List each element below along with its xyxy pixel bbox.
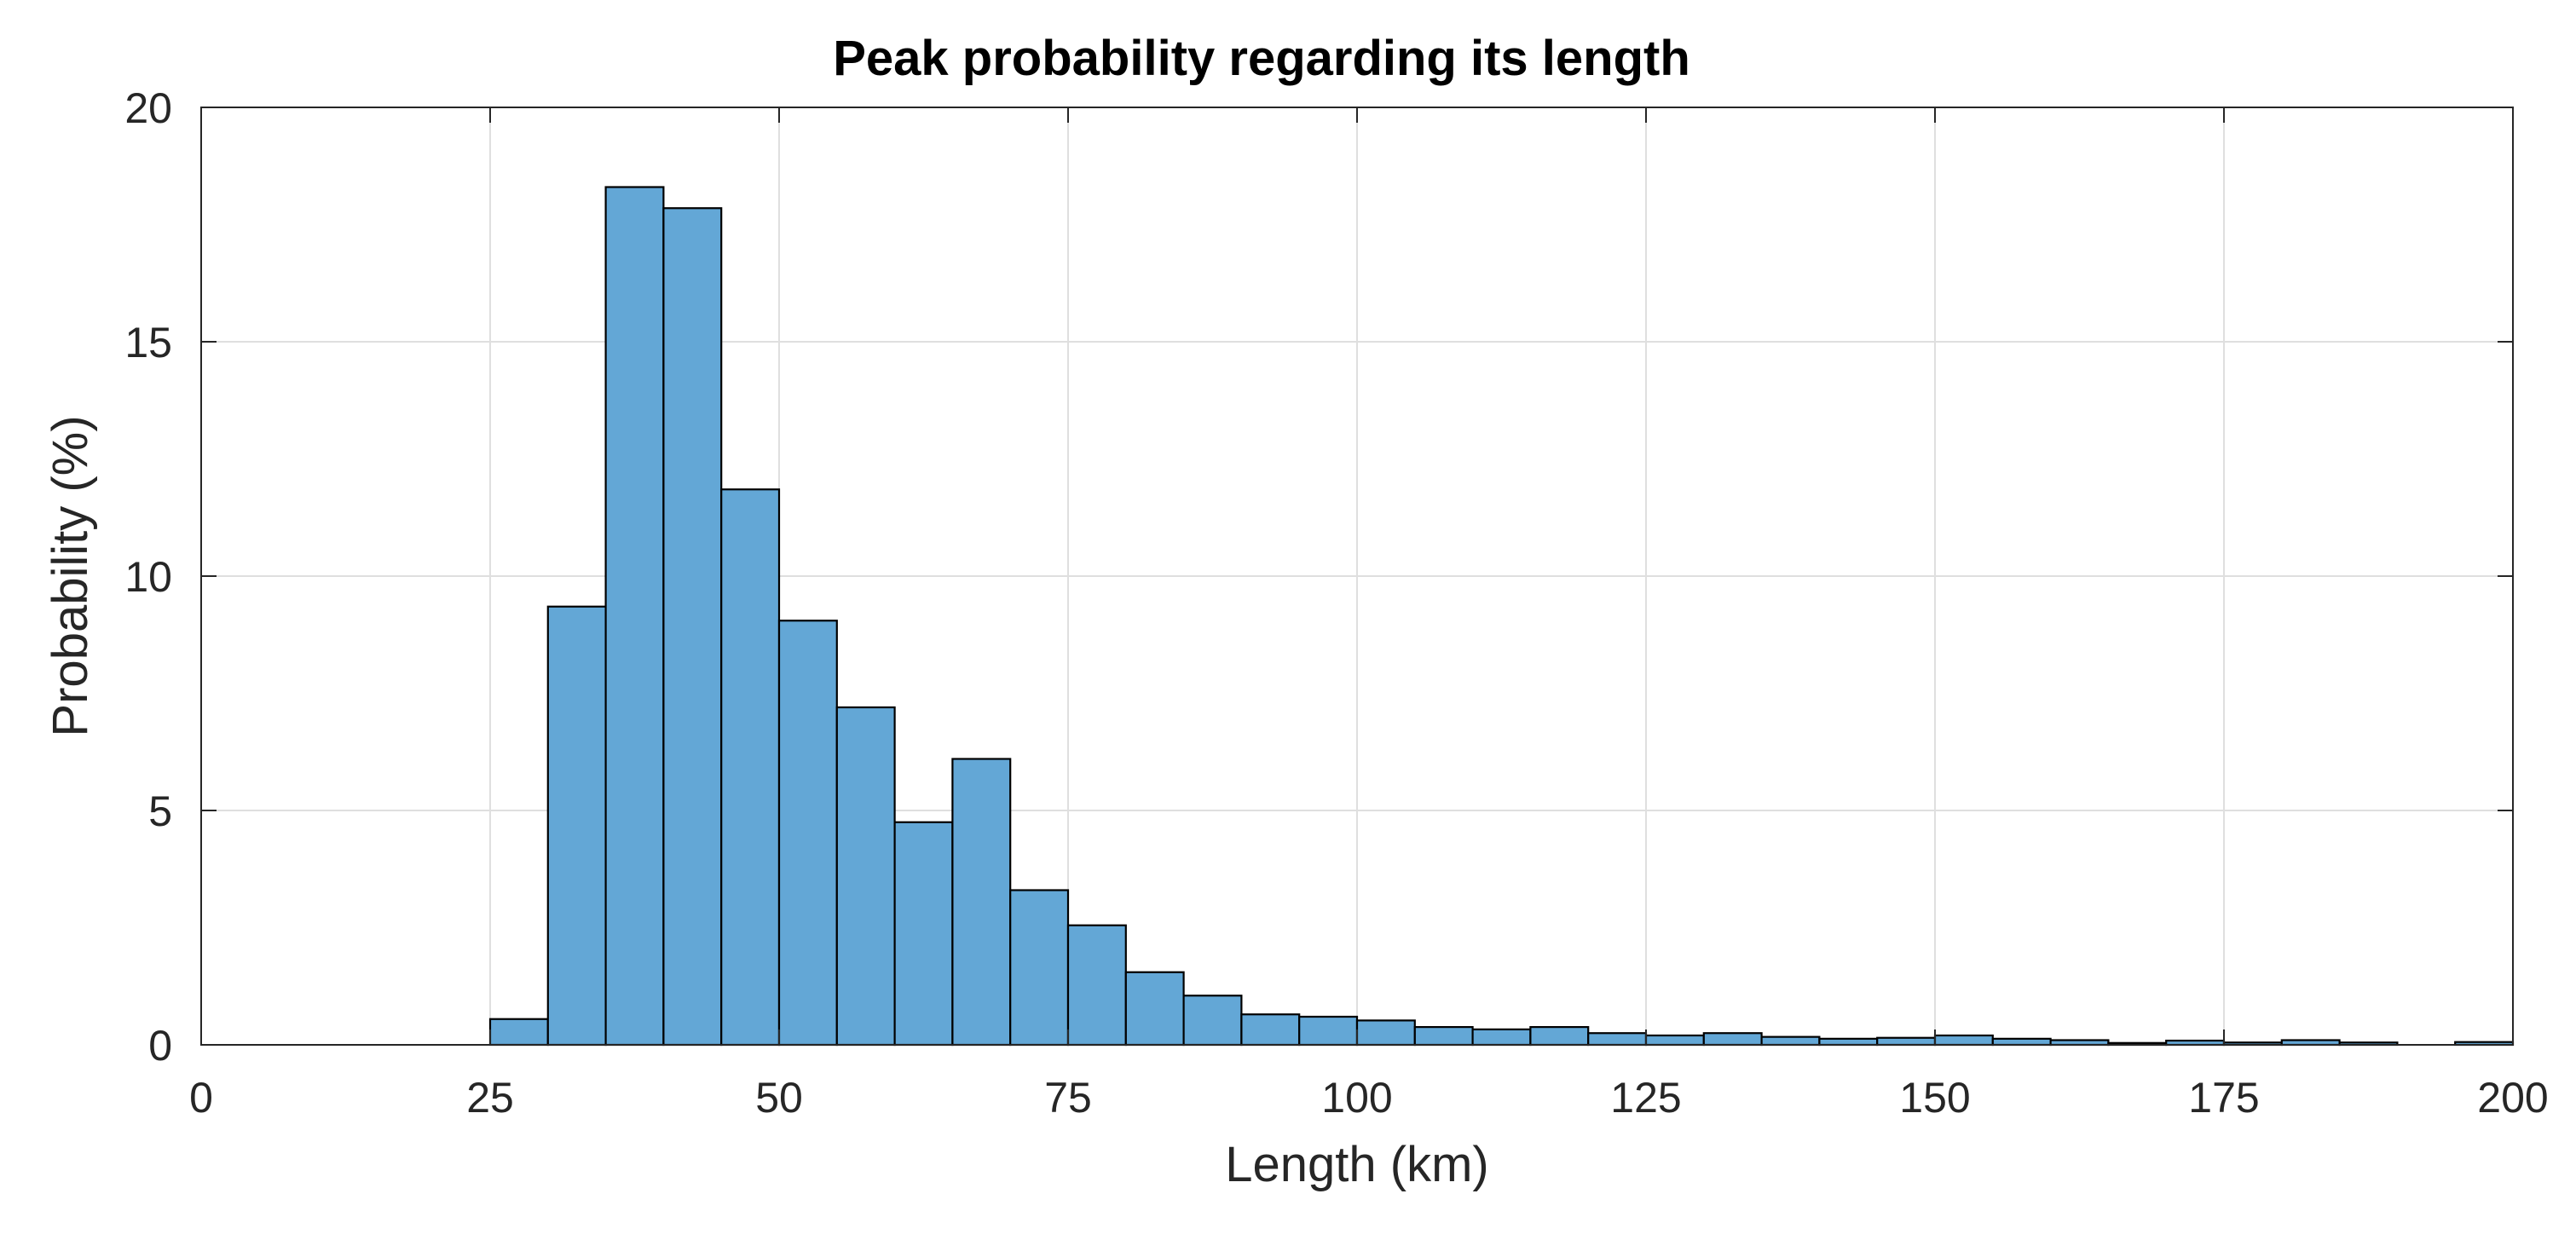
x-tick-labels: 0 25 50 75 100 125 150 175 200 <box>189 1074 2549 1122</box>
histogram-bar <box>1413 1025 1474 1047</box>
histogram-bar <box>1124 971 1185 1047</box>
y-tick-label: 20 <box>124 84 172 132</box>
histogram-bar <box>662 207 723 1047</box>
x-tick-label: 150 <box>1899 1074 1970 1122</box>
histogram-bar <box>1298 1015 1359 1047</box>
x-tick-label: 125 <box>1610 1074 1681 1122</box>
y-tick-label: 0 <box>148 1022 172 1070</box>
x-tick-label: 100 <box>1321 1074 1392 1122</box>
x-tick-label: 75 <box>1044 1074 1092 1122</box>
x-tick-label: 25 <box>466 1074 514 1122</box>
histogram-bar <box>1876 1036 1937 1047</box>
histogram-bars <box>488 186 2515 1047</box>
histogram-bar <box>488 1018 549 1047</box>
y-tick-label: 5 <box>148 787 172 835</box>
y-axis-label: Probability (%) <box>43 415 98 736</box>
x-tick-label: 175 <box>2188 1074 2259 1122</box>
axis-ticks <box>200 107 2514 1046</box>
histogram-bar <box>777 620 838 1047</box>
histogram-bar <box>1182 995 1243 1047</box>
x-axis-label: Length (km) <box>1225 1137 1488 1192</box>
histogram-bar <box>604 186 665 1047</box>
histogram-bar <box>1702 1032 1763 1047</box>
histogram-bar <box>1991 1037 2052 1047</box>
histogram-bar <box>893 821 954 1047</box>
x-tick-label: 0 <box>189 1074 213 1122</box>
histogram-bar <box>1644 1034 1705 1047</box>
x-tick-label: 200 <box>2477 1074 2548 1122</box>
histogram-bar <box>1760 1035 1821 1047</box>
histogram-bar <box>1587 1032 1648 1047</box>
histogram-bar <box>951 758 1012 1047</box>
x-tick-label: 50 <box>755 1074 803 1122</box>
histogram-bar <box>720 488 781 1047</box>
histogram-bar <box>1066 924 1127 1047</box>
histogram-bar <box>1529 1025 1590 1047</box>
histogram-bar <box>1355 1019 1416 1047</box>
histogram-bar <box>835 706 896 1047</box>
histogram-bar <box>1933 1034 1994 1047</box>
y-tick-label: 15 <box>124 319 172 366</box>
y-tick-labels: 0 5 10 15 20 <box>124 84 172 1070</box>
y-tick-label: 10 <box>124 553 172 601</box>
histogram-bar <box>1471 1028 1532 1047</box>
histogram-bar <box>1240 1013 1301 1047</box>
histogram-bar <box>546 605 607 1047</box>
histogram-bar <box>1818 1037 1879 1047</box>
histogram-bar <box>1009 889 1070 1047</box>
chart-title: Peak probability regarding its length <box>833 31 1690 86</box>
